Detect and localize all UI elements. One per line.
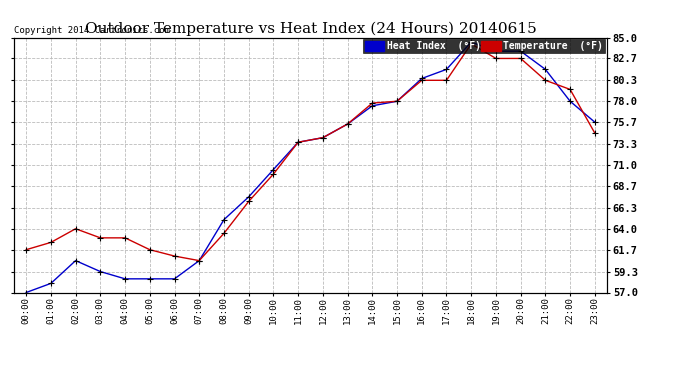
Title: Outdoor Temperature vs Heat Index (24 Hours) 20140615: Outdoor Temperature vs Heat Index (24 Ho… xyxy=(85,22,536,36)
Legend: Heat Index  (°F), Temperature  (°F): Heat Index (°F), Temperature (°F) xyxy=(363,39,605,53)
Text: Copyright 2014 Cartronics.com: Copyright 2014 Cartronics.com xyxy=(14,26,170,35)
